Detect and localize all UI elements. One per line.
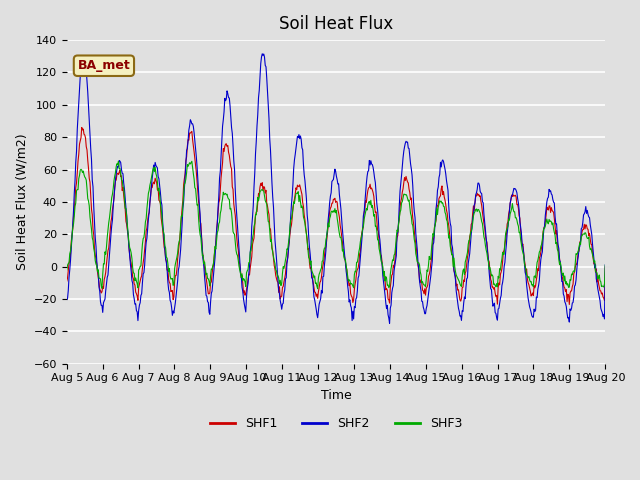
SHF2 bbox=[386, 321, 394, 326]
SHF2 bbox=[63, 297, 70, 302]
Legend: SHF1, SHF2, SHF3: SHF1, SHF2, SHF3 bbox=[205, 412, 467, 435]
SHF2 bbox=[128, 277, 136, 283]
Line: SHF3: SHF3 bbox=[67, 161, 605, 288]
SHF1 bbox=[402, 174, 410, 180]
SHF3 bbox=[419, 279, 426, 285]
SHF1 bbox=[129, 274, 136, 280]
SHF1 bbox=[63, 278, 70, 284]
Line: SHF2: SHF2 bbox=[67, 54, 605, 324]
SHF3 bbox=[129, 265, 136, 271]
SHF3 bbox=[115, 158, 122, 164]
SHF1 bbox=[602, 264, 609, 270]
SHF3 bbox=[63, 267, 70, 273]
Title: Soil Heat Flux: Soil Heat Flux bbox=[279, 15, 393, 33]
SHF1 bbox=[73, 180, 81, 186]
SHF1 bbox=[418, 280, 426, 286]
SHF1 bbox=[184, 143, 191, 149]
Y-axis label: Soil Heat Flux (W/m2): Soil Heat Flux (W/m2) bbox=[15, 133, 28, 270]
SHF2 bbox=[73, 149, 81, 155]
SHF3 bbox=[184, 162, 191, 168]
SHF3 bbox=[403, 193, 411, 199]
SHF3 bbox=[73, 188, 81, 193]
Line: SHF1: SHF1 bbox=[67, 128, 605, 304]
SHF2 bbox=[419, 299, 426, 304]
Text: BA_met: BA_met bbox=[77, 59, 131, 72]
SHF2 bbox=[259, 51, 266, 57]
SHF3 bbox=[602, 263, 609, 268]
SHF2 bbox=[183, 147, 191, 153]
SHF1 bbox=[212, 240, 220, 246]
SHF1 bbox=[566, 301, 573, 307]
SHF2 bbox=[403, 139, 411, 145]
X-axis label: Time: Time bbox=[321, 389, 351, 402]
SHF3 bbox=[212, 246, 220, 252]
SHF2 bbox=[602, 262, 609, 268]
SHF1 bbox=[78, 125, 86, 131]
SHF2 bbox=[211, 254, 219, 260]
SHF3 bbox=[314, 286, 321, 291]
